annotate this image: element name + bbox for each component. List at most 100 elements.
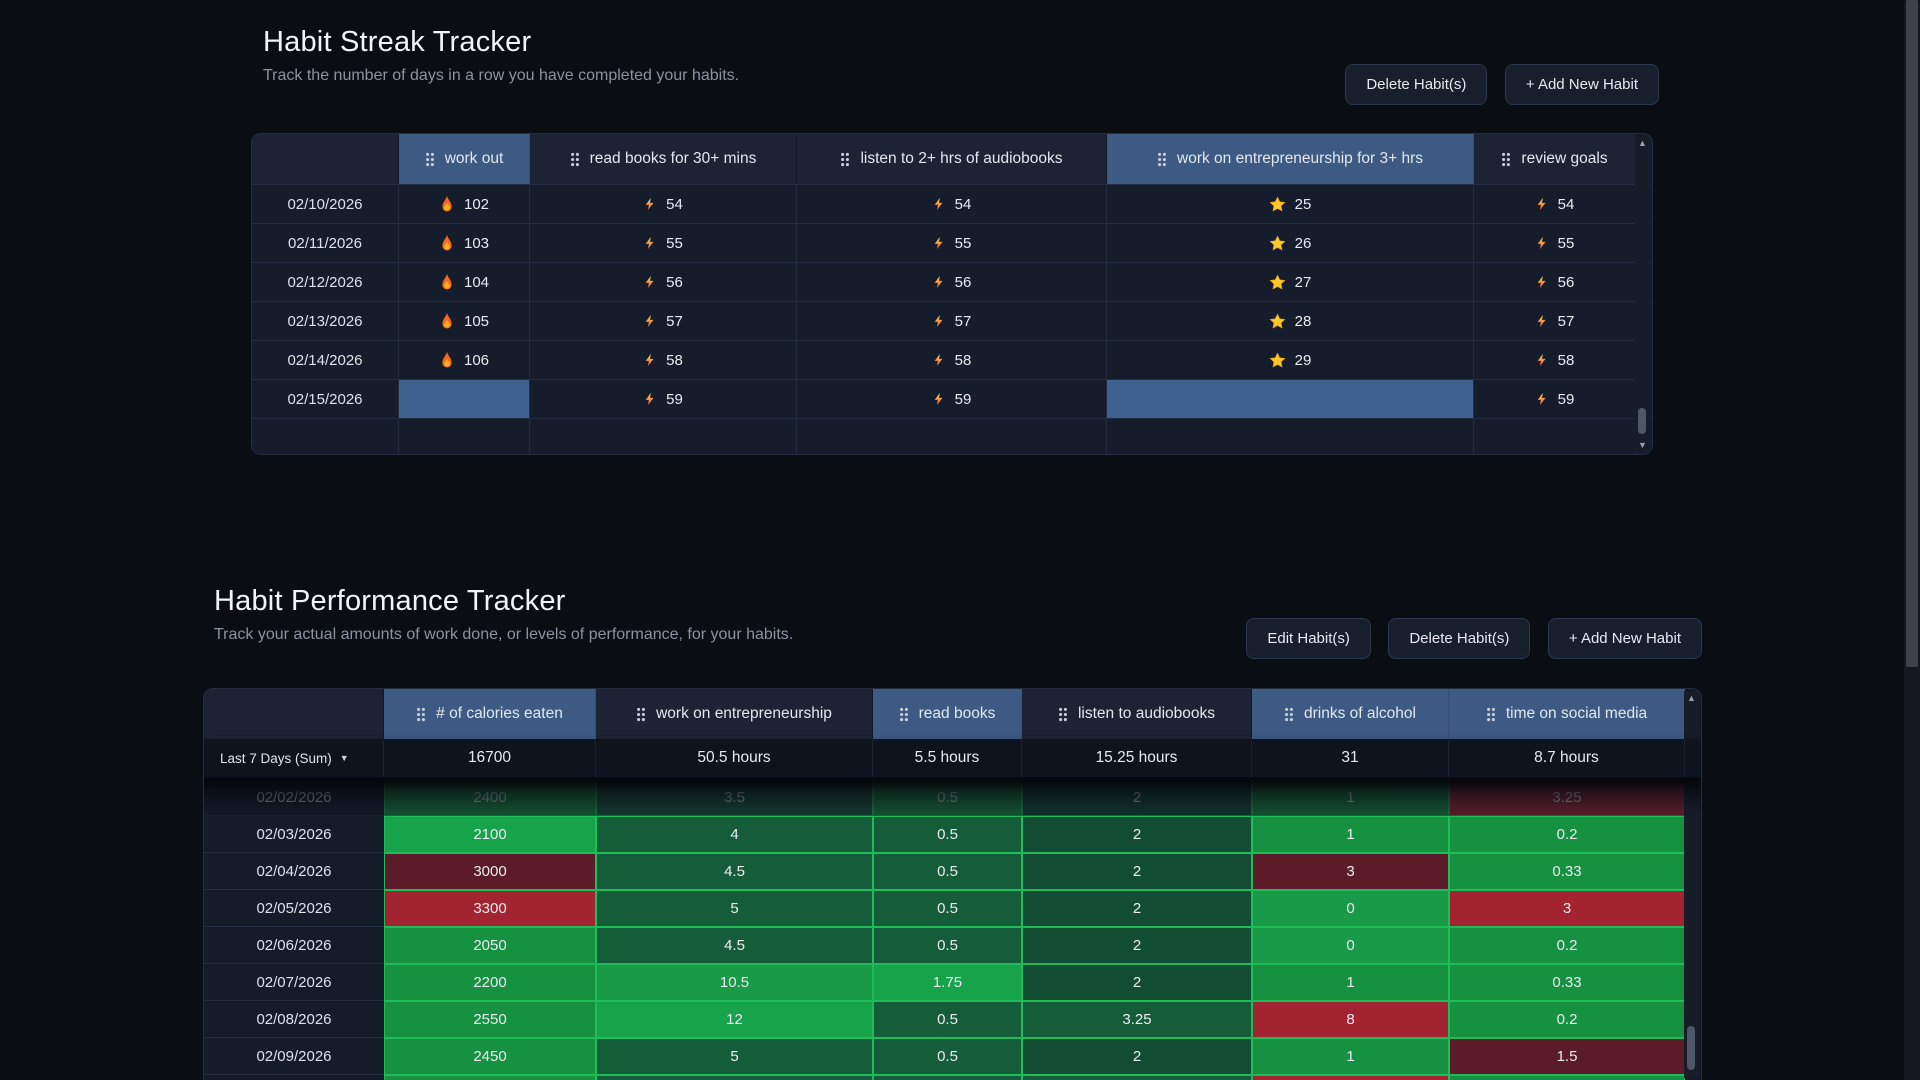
streak-cell[interactable]: 59 bbox=[530, 380, 797, 418]
performance-cell[interactable]: 0.2 bbox=[1449, 1001, 1685, 1038]
drag-handle-icon[interactable] bbox=[1486, 707, 1496, 722]
streak-cell[interactable]: 104 bbox=[399, 263, 530, 301]
performance-cell[interactable]: 0.2 bbox=[1449, 816, 1685, 853]
streak-cell[interactable]: 54 bbox=[530, 185, 797, 223]
drag-handle-icon[interactable] bbox=[899, 707, 909, 722]
performance-cell[interactable]: 4 bbox=[596, 816, 873, 853]
performance-cell[interactable]: 3.5 bbox=[596, 779, 873, 816]
column-header-drinks-of-alcohol[interactable]: drinks of alcohol bbox=[1252, 689, 1449, 739]
performance-cell[interactable]: 0.33 bbox=[1449, 964, 1685, 1001]
streak-cell[interactable]: 28 bbox=[1107, 302, 1474, 340]
drag-handle-icon[interactable] bbox=[1501, 152, 1511, 167]
streak-cell[interactable]: 57 bbox=[1474, 302, 1636, 340]
performance-cell[interactable]: 0 bbox=[1252, 927, 1449, 964]
drag-handle-icon[interactable] bbox=[1157, 152, 1167, 167]
performance-cell[interactable]: 2 bbox=[1022, 1038, 1252, 1075]
performance-cell[interactable]: 3000 bbox=[384, 853, 596, 890]
performance-cell[interactable]: 1 bbox=[1252, 964, 1449, 1001]
performance-cell[interactable]: 0.33 bbox=[1449, 853, 1685, 890]
streak-cell[interactable]: 27 bbox=[1107, 263, 1474, 301]
selected-empty-cell[interactable] bbox=[399, 380, 530, 418]
drag-handle-icon[interactable] bbox=[840, 152, 850, 167]
performance-cell[interactable]: 3.25 bbox=[1022, 1001, 1252, 1038]
performance-cell[interactable]: 0.5 bbox=[873, 1001, 1022, 1038]
streak-cell[interactable]: 59 bbox=[1474, 380, 1636, 418]
performance-cell[interactable]: 0.5 bbox=[873, 779, 1022, 816]
streak-table-scrollbar[interactable]: ▲ ▼ bbox=[1635, 136, 1650, 452]
performance-cell[interactable]: 12 bbox=[596, 1001, 873, 1038]
delete-habits-button[interactable]: Delete Habit(s) bbox=[1388, 618, 1531, 659]
performance-cell[interactable]: 1.75 bbox=[873, 964, 1022, 1001]
drag-handle-icon[interactable] bbox=[1058, 707, 1068, 722]
page-scrollbar[interactable] bbox=[1904, 0, 1920, 1080]
performance-cell[interactable]: 2 bbox=[1022, 853, 1252, 890]
performance-cell[interactable]: 10.5 bbox=[596, 964, 873, 1001]
performance-cell[interactable]: 1 bbox=[1252, 816, 1449, 853]
drag-handle-icon[interactable] bbox=[1284, 707, 1294, 722]
streak-cell[interactable]: 58 bbox=[530, 341, 797, 379]
column-header-work-out[interactable]: work out bbox=[399, 134, 530, 184]
column-header-listen-to-audiobooks[interactable]: listen to audiobooks bbox=[1022, 689, 1252, 739]
column-header-listen-to-2-hrs-of-audiobooks[interactable]: listen to 2+ hrs of audiobooks bbox=[797, 134, 1107, 184]
performance-cell[interactable]: 3300 bbox=[384, 890, 596, 927]
streak-cell[interactable]: 54 bbox=[1474, 185, 1636, 223]
streak-cell[interactable]: 55 bbox=[530, 224, 797, 262]
streak-cell[interactable]: 58 bbox=[1474, 341, 1636, 379]
streak-cell[interactable]: 56 bbox=[530, 263, 797, 301]
performance-cell[interactable]: 2 bbox=[1022, 890, 1252, 927]
performance-cell[interactable]: 1 bbox=[1252, 779, 1449, 816]
streak-cell[interactable]: 106 bbox=[399, 341, 530, 379]
column-header-review-goals[interactable]: review goals bbox=[1474, 134, 1636, 184]
performance-cell[interactable]: 1 bbox=[1252, 1038, 1449, 1075]
column-header-of-calories-eaten[interactable]: # of calories eaten bbox=[384, 689, 596, 739]
performance-cell[interactable]: 2200 bbox=[384, 964, 596, 1001]
performance-cell[interactable] bbox=[384, 1075, 596, 1080]
performance-cell[interactable]: 8 bbox=[1252, 1001, 1449, 1038]
streak-cell[interactable]: 56 bbox=[1474, 263, 1636, 301]
performance-cell[interactable]: 0.5 bbox=[873, 927, 1022, 964]
performance-cell[interactable]: 0.5 bbox=[873, 816, 1022, 853]
performance-cell[interactable]: 2 bbox=[1022, 964, 1252, 1001]
drag-handle-icon[interactable] bbox=[636, 707, 646, 722]
performance-cell[interactable]: 0.5 bbox=[873, 853, 1022, 890]
performance-cell[interactable]: 2050 bbox=[384, 927, 596, 964]
performance-cell[interactable]: 2400 bbox=[384, 779, 596, 816]
scrollbar-thumb[interactable] bbox=[1638, 408, 1646, 434]
performance-cell[interactable] bbox=[1022, 1075, 1252, 1080]
performance-cell[interactable]: 2550 bbox=[384, 1001, 596, 1038]
performance-cell[interactable]: 5 bbox=[596, 1038, 873, 1075]
column-header-read-books[interactable]: read books bbox=[873, 689, 1022, 739]
performance-cell[interactable]: 2100 bbox=[384, 816, 596, 853]
performance-cell[interactable]: 2 bbox=[1022, 816, 1252, 853]
performance-cell[interactable]: 4.5 bbox=[596, 927, 873, 964]
column-header-time-on-social-media[interactable]: time on social media bbox=[1449, 689, 1685, 739]
add-new-habit-button[interactable]: + Add New Habit bbox=[1504, 64, 1659, 105]
performance-table-scrollbar[interactable]: ▲ bbox=[1684, 691, 1699, 1078]
streak-cell[interactable]: 58 bbox=[797, 341, 1107, 379]
performance-cell[interactable]: 0 bbox=[1252, 890, 1449, 927]
streak-cell[interactable]: 55 bbox=[1474, 224, 1636, 262]
streak-cell[interactable]: 57 bbox=[797, 302, 1107, 340]
performance-cell[interactable]: 0.2 bbox=[1449, 927, 1685, 964]
edit-habits-button[interactable]: Edit Habit(s) bbox=[1246, 618, 1371, 659]
performance-cell[interactable]: 0.5 bbox=[873, 1038, 1022, 1075]
streak-cell[interactable]: 102 bbox=[399, 185, 530, 223]
streak-cell[interactable]: 57 bbox=[530, 302, 797, 340]
page-scrollbar-thumb[interactable] bbox=[1906, 0, 1918, 667]
performance-cell[interactable] bbox=[596, 1075, 873, 1080]
performance-cell[interactable]: 3 bbox=[1252, 853, 1449, 890]
performance-cell[interactable]: 2450 bbox=[384, 1038, 596, 1075]
streak-cell[interactable]: 105 bbox=[399, 302, 530, 340]
performance-cell[interactable] bbox=[873, 1075, 1022, 1080]
performance-cell[interactable]: 3 bbox=[1449, 890, 1685, 927]
delete-habits-button[interactable]: Delete Habit(s) bbox=[1345, 64, 1488, 105]
performance-cell[interactable] bbox=[1449, 1075, 1685, 1080]
performance-cell[interactable]: 4.5 bbox=[596, 853, 873, 890]
streak-cell[interactable]: 59 bbox=[797, 380, 1107, 418]
column-header-read-books-for-30-mins[interactable]: read books for 30+ mins bbox=[530, 134, 797, 184]
scrollbar-thumb[interactable] bbox=[1687, 1026, 1695, 1070]
streak-cell[interactable]: 29 bbox=[1107, 341, 1474, 379]
streak-cell[interactable]: 103 bbox=[399, 224, 530, 262]
scroll-up-icon[interactable]: ▲ bbox=[1638, 138, 1647, 148]
drag-handle-icon[interactable] bbox=[570, 152, 580, 167]
